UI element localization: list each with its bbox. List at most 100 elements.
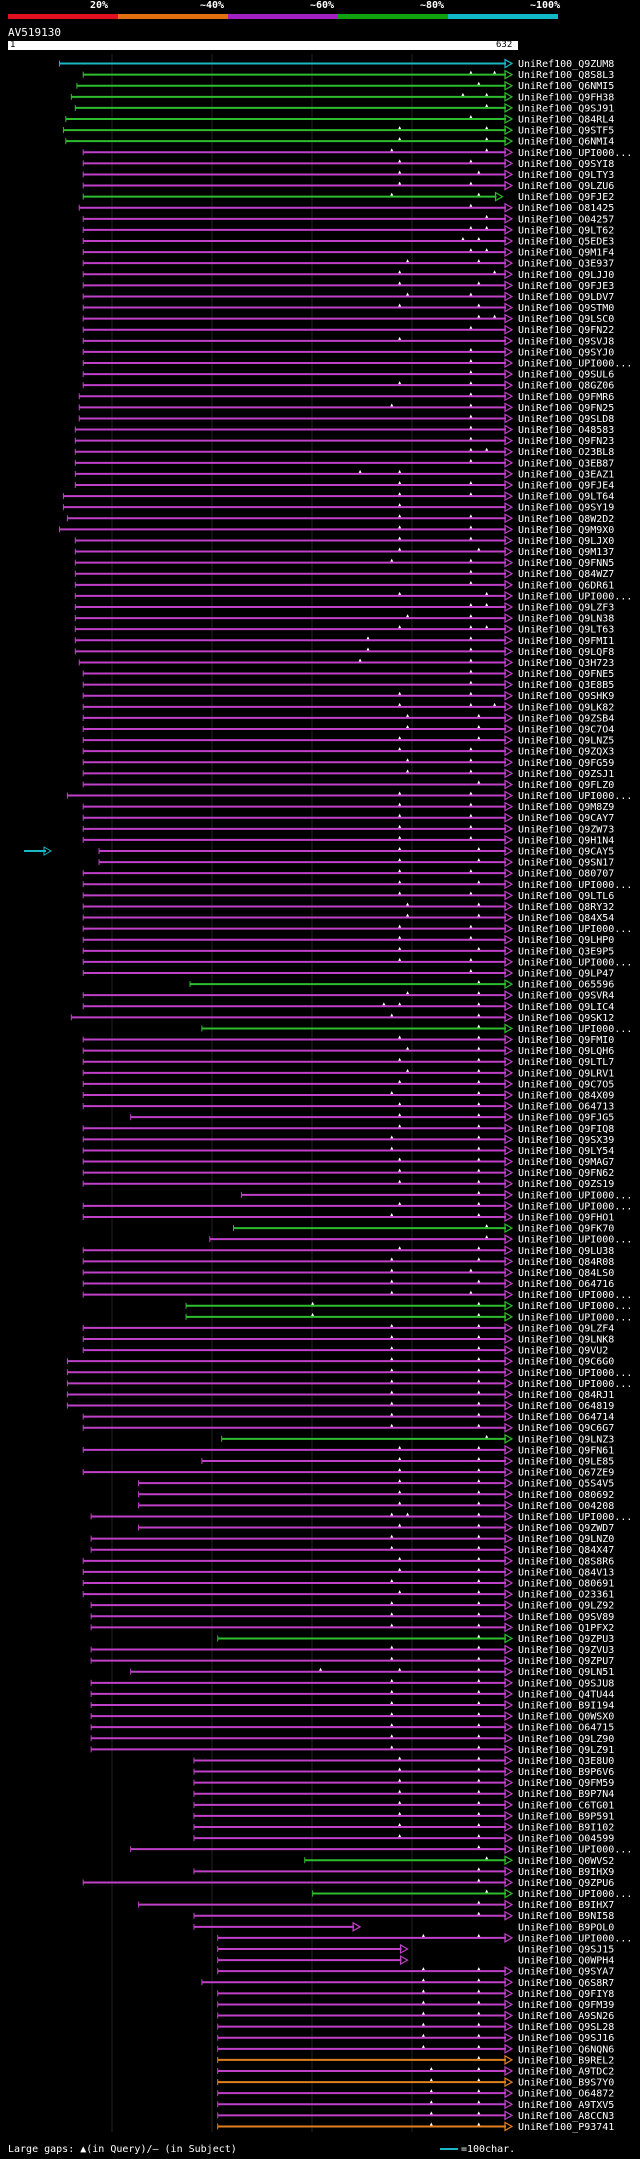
- hit-label[interactable]: UniRef100_Q9LNZ0: [518, 1534, 614, 1545]
- hit-label[interactable]: UniRef100_Q9FIY8: [518, 1989, 614, 2000]
- hit-label[interactable]: UniRef100_Q6NMI4: [518, 137, 614, 148]
- hit-label[interactable]: UniRef100_UPI000...: [518, 1512, 632, 1523]
- hit-label[interactable]: UniRef100_Q9FJE2: [518, 192, 614, 203]
- hit-label[interactable]: UniRef100_Q9M137: [518, 547, 614, 558]
- hit-label[interactable]: UniRef100_Q9M9X0: [518, 525, 614, 536]
- hit-label[interactable]: UniRef100_Q8GZ06: [518, 381, 614, 392]
- hit-label[interactable]: UniRef100_Q9ZS19: [518, 1179, 614, 1190]
- hit-label[interactable]: UniRef100_Q9SUL6: [518, 370, 614, 381]
- hit-label[interactable]: UniRef100_Q3E9P5: [518, 946, 614, 957]
- hit-label[interactable]: UniRef100_Q84RJ1: [518, 1390, 614, 1401]
- hit-label[interactable]: UniRef100_Q84R08: [518, 1257, 614, 1268]
- hit-label[interactable]: UniRef100_A9TDC2: [518, 2067, 614, 2078]
- hit-label[interactable]: UniRef100_Q9FMI1: [518, 636, 614, 647]
- hit-label[interactable]: UniRef100_Q9C6G7: [518, 1423, 614, 1434]
- hit-label[interactable]: UniRef100_A8CCN3: [518, 2111, 614, 2122]
- hit-label[interactable]: UniRef100_Q9CAY7: [518, 813, 614, 824]
- hit-label[interactable]: UniRef100_Q8W2D2: [518, 514, 614, 525]
- hit-label[interactable]: UniRef100_Q9LT62: [518, 225, 614, 236]
- hit-label[interactable]: UniRef100_B9S7Y0: [518, 2078, 614, 2089]
- hit-label[interactable]: UniRef100_Q9LT63: [518, 625, 614, 636]
- hit-label[interactable]: UniRef100_Q4TU44: [518, 1689, 614, 1700]
- hit-label[interactable]: UniRef100_UPI000...: [518, 1301, 632, 1312]
- hit-label[interactable]: UniRef100_B9IHX9: [518, 1867, 614, 1878]
- hit-label[interactable]: UniRef100_Q9FK70: [518, 1224, 614, 1235]
- hit-label[interactable]: UniRef100_Q5EDE3: [518, 237, 614, 248]
- hit-label[interactable]: UniRef100_UPI000...: [518, 1235, 632, 1246]
- hit-label[interactable]: UniRef100_Q9FJE4: [518, 481, 614, 492]
- hit-label[interactable]: UniRef100_O23BL8: [518, 447, 614, 458]
- hit-label[interactable]: UniRef100_Q3EB87: [518, 458, 614, 469]
- hit-label[interactable]: UniRef100_Q9LZ91: [518, 1745, 614, 1756]
- hit-label[interactable]: UniRef100_Q9LJJ0: [518, 270, 614, 281]
- hit-label[interactable]: UniRef100_B9P7N4: [518, 1789, 614, 1800]
- hit-label[interactable]: UniRef100_O65596: [518, 980, 614, 991]
- hit-label[interactable]: UniRef100_Q9ZW73: [518, 824, 614, 835]
- hit-label[interactable]: UniRef100_Q9SV89: [518, 1612, 614, 1623]
- hit-label[interactable]: UniRef100_Q9LT64: [518, 492, 614, 503]
- hit-label[interactable]: UniRef100_O23361: [518, 1590, 614, 1601]
- hit-label[interactable]: UniRef100_Q84LS0: [518, 1268, 614, 1279]
- hit-label[interactable]: UniRef100_Q9LK82: [518, 702, 614, 713]
- hit-label[interactable]: UniRef100_Q9FN23: [518, 436, 614, 447]
- hit-label[interactable]: UniRef100_Q9LRV1: [518, 1068, 614, 1079]
- hit-label[interactable]: UniRef100_Q3E8U0: [518, 1756, 614, 1767]
- hit-label[interactable]: UniRef100_Q9ZWD7: [518, 1523, 614, 1534]
- hit-label[interactable]: UniRef100_UPI000...: [518, 1312, 632, 1323]
- hit-label[interactable]: UniRef100_Q9ZPU3: [518, 1634, 614, 1645]
- hit-label[interactable]: UniRef100_Q9SYJ0: [518, 347, 614, 358]
- hit-label[interactable]: UniRef100_Q84RL4: [518, 115, 614, 126]
- hit-label[interactable]: UniRef100_Q9FMR6: [518, 392, 614, 403]
- hit-label[interactable]: UniRef100_Q9LZ92: [518, 1601, 614, 1612]
- hit-label[interactable]: UniRef100_Q9FHO1: [518, 1213, 614, 1224]
- hit-label[interactable]: UniRef100_Q3EAZ1: [518, 469, 614, 480]
- hit-label[interactable]: UniRef100_Q6S8R7: [518, 1978, 614, 1989]
- hit-label[interactable]: UniRef100_Q9LN38: [518, 614, 614, 625]
- hit-label[interactable]: UniRef100_Q9SHK9: [518, 691, 614, 702]
- hit-label[interactable]: UniRef100_Q9SJU8: [518, 1678, 614, 1689]
- hit-label[interactable]: UniRef100_Q9LQH6: [518, 1046, 614, 1057]
- hit-label[interactable]: UniRef100_Q9FN62: [518, 1168, 614, 1179]
- hit-label[interactable]: UniRef100_O64819: [518, 1401, 614, 1412]
- hit-label[interactable]: UniRef100_Q9FG59: [518, 758, 614, 769]
- hit-label[interactable]: UniRef100_Q9ZSB4: [518, 713, 614, 724]
- hit-label[interactable]: UniRef100_Q0WSX0: [518, 1712, 614, 1723]
- hit-label[interactable]: UniRef100_O04599: [518, 1834, 614, 1845]
- hit-label[interactable]: UniRef100_Q9ZVU3: [518, 1645, 614, 1656]
- hit-label[interactable]: UniRef100_P93741: [518, 2122, 614, 2133]
- hit-label[interactable]: UniRef100_Q5S4V5: [518, 1479, 614, 1490]
- hit-label[interactable]: UniRef100_Q9FIQ8: [518, 1124, 614, 1135]
- hit-label[interactable]: UniRef100_Q9LZF4: [518, 1323, 614, 1334]
- hit-label[interactable]: UniRef100_UPI000...: [518, 1190, 632, 1201]
- hit-label[interactable]: UniRef100_Q9SJ15: [518, 1945, 614, 1956]
- hit-label[interactable]: UniRef100_Q9LHP0: [518, 935, 614, 946]
- hit-label[interactable]: UniRef100_Q9SJ16: [518, 2033, 614, 2044]
- hit-label[interactable]: UniRef100_Q9FLZ0: [518, 780, 614, 791]
- hit-label[interactable]: UniRef100_Q9LTY3: [518, 170, 614, 181]
- hit-label[interactable]: UniRef100_C6TG01: [518, 1800, 614, 1811]
- hit-label[interactable]: UniRef100_Q6DR61: [518, 580, 614, 591]
- hit-label[interactable]: UniRef100_Q3E937: [518, 259, 614, 270]
- hit-label[interactable]: UniRef100_Q9SY19: [518, 503, 614, 514]
- hit-label[interactable]: UniRef100_Q9STM0: [518, 303, 614, 314]
- hit-label[interactable]: UniRef100_UPI000...: [518, 1368, 632, 1379]
- hit-label[interactable]: UniRef100_Q0WPH4: [518, 1956, 614, 1967]
- hit-label[interactable]: UniRef100_Q9LTL7: [518, 1057, 614, 1068]
- hit-label[interactable]: UniRef100_UPI000...: [518, 148, 632, 159]
- hit-label[interactable]: UniRef100_UPI000...: [518, 791, 632, 802]
- hit-label[interactable]: UniRef100_Q9LNZ3: [518, 1434, 614, 1445]
- hit-label[interactable]: UniRef100_Q67ZE9: [518, 1468, 614, 1479]
- hit-label[interactable]: UniRef100_Q9SX39: [518, 1135, 614, 1146]
- hit-label[interactable]: UniRef100_Q9ZUM8: [518, 59, 614, 70]
- hit-label[interactable]: UniRef100_Q9FNN5: [518, 558, 614, 569]
- hit-label[interactable]: UniRef100_Q9ZPU6: [518, 1878, 614, 1889]
- hit-label[interactable]: UniRef100_Q9STF5: [518, 126, 614, 137]
- hit-label[interactable]: UniRef100_O64713: [518, 1102, 614, 1113]
- hit-label[interactable]: UniRef100_Q9FM59: [518, 1778, 614, 1789]
- hit-label[interactable]: UniRef100_Q9LN51: [518, 1667, 614, 1678]
- hit-label[interactable]: UniRef100_Q9LE85: [518, 1457, 614, 1468]
- hit-label[interactable]: UniRef100_Q9FM39: [518, 2000, 614, 2011]
- hit-label[interactable]: UniRef100_B9NI58: [518, 1911, 614, 1922]
- hit-label[interactable]: UniRef100_B9I194: [518, 1701, 614, 1712]
- hit-label[interactable]: UniRef100_Q9LIC4: [518, 1002, 614, 1013]
